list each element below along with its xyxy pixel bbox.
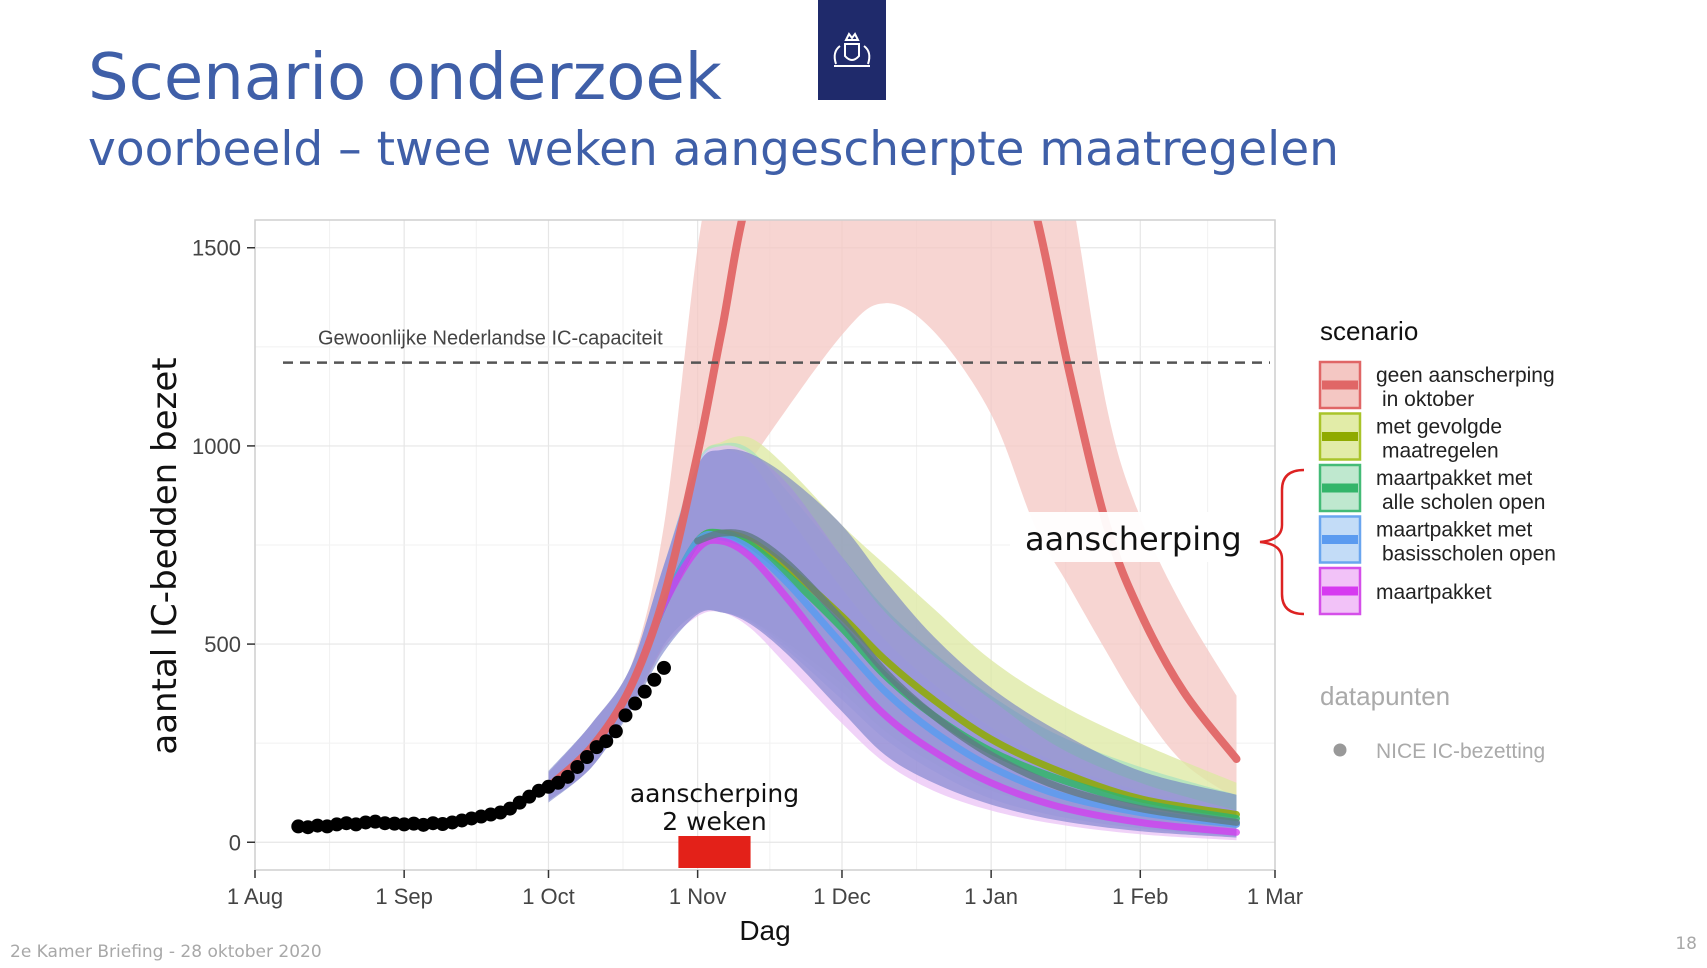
plot-area: [283, 220, 1270, 841]
datapoint: [656, 660, 671, 675]
legend-label: maartpakket met: [1376, 519, 1533, 542]
datapoints: [291, 660, 671, 835]
y-tick-label: 1000: [192, 434, 241, 459]
page-number: 18: [1675, 934, 1697, 954]
intervention-sublabel: 2 weken: [662, 807, 767, 836]
legend-label-line2: alle scholen open: [1382, 491, 1545, 514]
legend-label: met gevolgde: [1376, 416, 1502, 439]
slide-title: Scenario onderzoek: [88, 41, 722, 115]
capacity-label: Gewoonlijke Nederlandse IC-capaciteit: [318, 328, 663, 350]
bracket-label-bg: [1010, 512, 1260, 562]
legend-title: scenario: [1320, 316, 1418, 346]
datapoint: [628, 696, 643, 711]
legend-entry: maartpakket: [1318, 566, 1492, 616]
legend-label: maartpakket: [1376, 581, 1492, 604]
datapoint: [608, 724, 623, 739]
datapoints-legend-label: NICE IC-bezetting: [1376, 740, 1545, 763]
slide-subtitle: voorbeeld – twee weken aangescherpte maa…: [88, 122, 1339, 177]
overlap-band: [548, 448, 1237, 838]
x-tick-label: 1 Feb: [1112, 884, 1168, 909]
y-axis-title: aantal IC-bedden bezet: [145, 357, 185, 754]
bracket-label: aanscherping: [1025, 520, 1242, 558]
x-tick-label: 1 Oct: [522, 884, 575, 909]
datapoint: [579, 750, 594, 765]
datapoint: [637, 684, 652, 699]
x-tick-label: 1 Jan: [964, 884, 1018, 909]
x-tick-label: 1 Mar: [1247, 884, 1303, 909]
datapoint: [618, 708, 633, 723]
legend-label-line2: basisscholen open: [1382, 543, 1556, 566]
datapoint: [570, 759, 585, 774]
datapoint: [560, 769, 575, 784]
x-tick-label: 1 Aug: [227, 884, 283, 909]
y-tick-label: 0: [229, 830, 241, 855]
footer-text: 2e Kamer Briefing - 28 oktober 2020: [10, 942, 322, 962]
legend-label-line2: in oktober: [1382, 388, 1474, 411]
legend-label: geen aanscherping: [1376, 364, 1555, 387]
y-tick-label: 1500: [192, 236, 241, 261]
legend-label: maartpakket met: [1376, 467, 1533, 490]
datapoint: [599, 734, 614, 749]
legend-label-line2: maatregelen: [1382, 440, 1499, 463]
x-tick-label: 1 Nov: [669, 884, 726, 909]
overlap-line: [694, 529, 1240, 826]
intervention-bar: [678, 836, 751, 868]
coat-of-arms-icon: [818, 0, 886, 100]
legend-bracket: [1259, 468, 1305, 616]
x-tick-label: 1 Dec: [813, 884, 870, 909]
x-tick-label: 1 Sep: [375, 884, 433, 909]
datapoint: [647, 672, 662, 687]
x-axis-title: Dag: [739, 915, 790, 946]
datapoints-legend-marker: [1333, 743, 1347, 757]
datapoints-legend-title: datapunten: [1320, 681, 1450, 711]
intervention-label: aanscherping: [630, 779, 799, 808]
y-tick-label: 500: [204, 632, 241, 657]
